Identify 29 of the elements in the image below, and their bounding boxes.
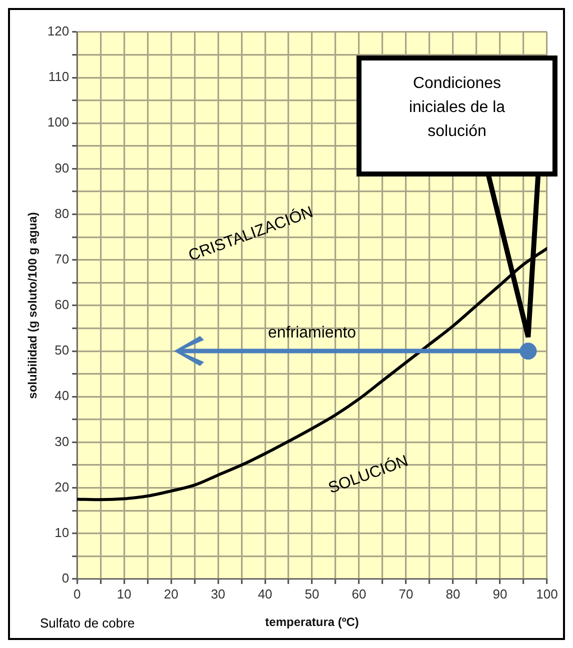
y-tick-label: 20: [54, 479, 70, 494]
x-tick-label: 10: [116, 586, 132, 602]
y-tick-label: 50: [54, 342, 70, 358]
y-tick-label: 70: [54, 251, 70, 266]
x-tick-label: 20: [164, 586, 178, 602]
y-tick-label: 90: [54, 160, 70, 176]
y-tick-label: 120: [47, 24, 70, 39]
text: Sulfato de cobre: [40, 616, 135, 631]
x-tick-label: 30: [210, 586, 226, 602]
y-tick-label: 10: [54, 524, 70, 540]
x-tick-label: 0: [73, 586, 81, 602]
y-tick-label: 30: [54, 434, 70, 449]
x-tick-label: 40: [258, 586, 272, 602]
y-axis-title: solubilidad (g soluto/100 g agua): [26, 212, 40, 399]
y-tick-label: 100: [47, 114, 70, 130]
y-tick-label: 60: [54, 297, 70, 312]
y-tick-label: 0: [62, 570, 70, 586]
x-tick-label: 70: [398, 586, 414, 602]
annotation: Condiciones iniciales de la solución: [408, 74, 506, 142]
x-axis-title: temperatura (ºC): [265, 615, 359, 630]
annotation: enfriamiento: [268, 324, 356, 342]
y-tick-label: 110: [48, 69, 70, 84]
x-tick-label: 50: [304, 586, 320, 602]
x-tick-label: 80: [446, 586, 460, 602]
x-tick-label: 60: [352, 586, 366, 602]
x-tick-label: 100: [536, 586, 558, 602]
y-tick-label: 80: [54, 206, 70, 221]
x-tick-label: 90: [492, 586, 508, 602]
y-tick-label: 40: [54, 388, 70, 404]
